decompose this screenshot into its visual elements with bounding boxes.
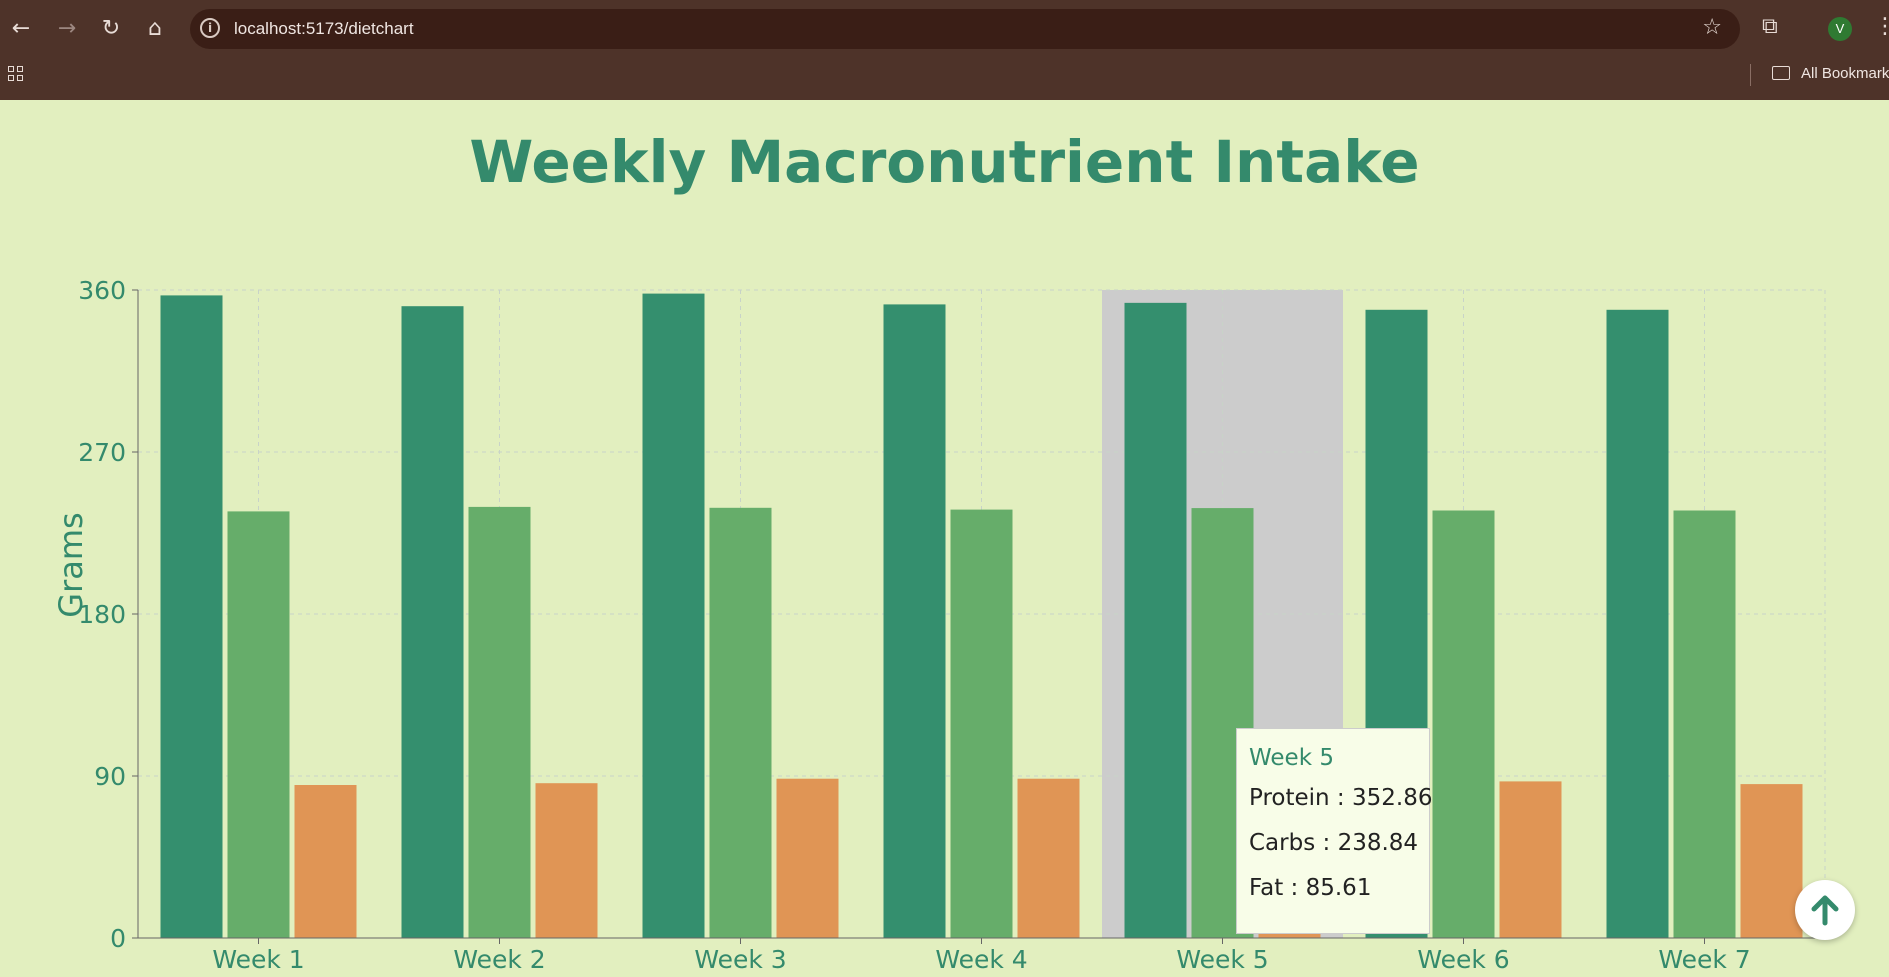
all-bookmarks-link[interactable]: All Bookmarks bbox=[1801, 65, 1889, 82]
y-tick-label: 270 bbox=[78, 438, 126, 467]
reload-icon[interactable]: ↻ bbox=[101, 16, 121, 41]
y-axis-label: Grams bbox=[52, 512, 90, 617]
chart-title: Weekly Macronutrient Intake bbox=[469, 128, 1420, 196]
scroll-to-top-button[interactable] bbox=[1795, 880, 1855, 940]
browser-chrome: ← → ↻ ⌂ i localhost:5173/dietchart ☆ ⧉ V… bbox=[0, 0, 1889, 100]
x-tick-label: Week 2 bbox=[453, 945, 545, 974]
x-tick-label: Week 6 bbox=[1417, 945, 1509, 974]
bar-fat bbox=[535, 783, 598, 938]
bar-carbs bbox=[1432, 510, 1495, 938]
x-tick-label: Week 4 bbox=[935, 945, 1027, 974]
arrow-up-icon bbox=[1811, 895, 1839, 926]
url-text[interactable]: localhost:5173/dietchart bbox=[234, 19, 414, 38]
bar-carbs bbox=[709, 507, 772, 938]
bar-carbs bbox=[950, 509, 1013, 938]
tooltip-protein: Protein : 352.86 bbox=[1249, 785, 1433, 811]
bar-protein bbox=[883, 304, 946, 938]
tooltip-fat: Fat : 85.61 bbox=[1249, 875, 1372, 901]
x-tick-label: Week 7 bbox=[1658, 945, 1750, 974]
bar-fat bbox=[1740, 784, 1803, 938]
y-tick-label: 90 bbox=[94, 762, 126, 791]
bar-protein bbox=[1124, 302, 1187, 938]
x-tick-label: Week 1 bbox=[212, 945, 304, 974]
bar-fat bbox=[1499, 781, 1562, 938]
y-tick-label: 180 bbox=[78, 600, 126, 629]
bar-carbs bbox=[1673, 510, 1736, 938]
menu-icon[interactable]: ⋮ bbox=[1874, 14, 1889, 39]
chart-tooltip: Week 5 Protein : 352.86 Carbs : 238.84 F… bbox=[1236, 728, 1433, 934]
extensions-icon[interactable]: ⧉ bbox=[1762, 14, 1778, 39]
y-tick-label: 360 bbox=[78, 276, 126, 305]
x-tick-label: Week 5 bbox=[1176, 945, 1268, 974]
bar-protein bbox=[1606, 309, 1669, 938]
bar-carbs bbox=[227, 511, 290, 938]
profile-avatar[interactable]: V bbox=[1828, 17, 1852, 41]
tooltip-carbs: Carbs : 238.84 bbox=[1249, 830, 1419, 856]
bar-carbs bbox=[468, 506, 531, 938]
home-icon[interactable]: ⌂ bbox=[148, 16, 162, 41]
bookmark-star-icon[interactable]: ☆ bbox=[1702, 15, 1722, 40]
folder-icon[interactable] bbox=[1772, 66, 1790, 80]
back-icon[interactable]: ← bbox=[11, 16, 31, 41]
site-info-icon[interactable]: i bbox=[200, 18, 220, 38]
tooltip-title: Week 5 bbox=[1249, 745, 1334, 771]
address-bar[interactable]: i localhost:5173/dietchart ☆ bbox=[190, 9, 1740, 49]
y-tick-label: 0 bbox=[110, 924, 126, 953]
forward-icon[interactable]: → bbox=[57, 16, 77, 41]
bar-protein bbox=[642, 293, 705, 939]
bar-protein bbox=[401, 306, 464, 938]
bar-protein bbox=[160, 295, 223, 938]
x-tick-label: Week 3 bbox=[694, 945, 786, 974]
bar-fat bbox=[1017, 778, 1080, 938]
bar-fat bbox=[294, 785, 357, 938]
bookmark-separator bbox=[1750, 64, 1751, 86]
bar-fat bbox=[776, 778, 839, 938]
apps-grid-icon[interactable] bbox=[8, 66, 26, 84]
